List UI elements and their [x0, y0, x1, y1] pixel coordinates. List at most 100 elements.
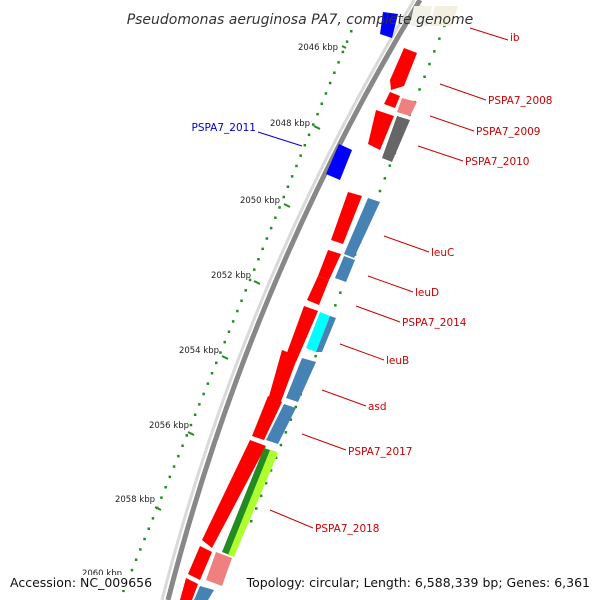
map-title: Pseudomonas aeruginosa PA7, complete gen…	[127, 12, 474, 28]
gc-dot	[257, 258, 260, 261]
gene-label-leuD[interactable]: leuD	[415, 287, 439, 299]
gc-dot	[265, 237, 269, 240]
gc-dot	[181, 444, 184, 447]
feature-steel-blue[interactable]	[286, 358, 316, 402]
scale-tick-label: 2048 kbp	[270, 119, 310, 129]
gene-label-asd[interactable]: asd	[368, 401, 387, 413]
gene-label-pspa7-2014[interactable]: PSPA7_2014	[402, 317, 467, 329]
gc-dot	[418, 88, 421, 91]
leader-line	[269, 509, 314, 529]
cds-feature-2008[interactable]	[390, 48, 417, 90]
genome-summary-text: Topology: circular; Length: 6,588,339 bp…	[244, 575, 592, 590]
feature-steel-blue[interactable]	[266, 404, 296, 444]
scale-tick-label: 2050 kbp	[240, 196, 280, 206]
leader-line	[301, 433, 347, 451]
feature-steel-blue[interactable]	[335, 256, 355, 282]
gene-labels: ib PSPA7_2008 PSPA7_2009 PSPA7_2010 PSPA…	[192, 32, 553, 535]
feature-gray[interactable]	[382, 116, 410, 162]
gc-dot	[428, 62, 431, 66]
gene-label-pspa7-2017[interactable]: PSPA7_2017	[348, 446, 413, 458]
gc-dot	[328, 81, 332, 85]
feature-cyan[interactable]	[306, 312, 330, 352]
gc-dot	[253, 268, 256, 271]
cds-feature-2009[interactable]	[384, 92, 400, 108]
cds-feature-2014[interactable]	[307, 276, 329, 305]
cds-feature-2011[interactable]	[326, 144, 352, 180]
leader-line	[469, 27, 509, 41]
cds-feature-leuC[interactable]	[331, 192, 362, 244]
gc-dot	[236, 309, 239, 313]
scale-tick-mark	[313, 125, 321, 130]
cds-faint-feature[interactable]	[430, 6, 458, 26]
cds-feature[interactable]	[188, 546, 212, 580]
gene-label-leuB[interactable]: leuB	[386, 355, 409, 367]
gene-label-leaders	[257, 27, 509, 529]
gene-label-ib[interactable]: ib	[510, 32, 520, 44]
gc-dot	[227, 330, 231, 333]
gc-dot	[269, 469, 273, 472]
gc-dot	[312, 123, 315, 126]
gc-dot	[122, 589, 125, 593]
leader-line	[355, 305, 401, 323]
scale-tick-mark	[221, 355, 229, 360]
leader-line	[429, 115, 475, 132]
gc-dot	[244, 289, 247, 292]
gene-label-pspa7-2008[interactable]: PSPA7_2008	[488, 95, 553, 107]
gc-dot	[177, 454, 180, 458]
gc-dot	[337, 61, 340, 64]
cds-reverse-feature[interactable]	[380, 12, 398, 38]
cds-feature-leuD[interactable]	[318, 250, 341, 280]
gene-label-pspa7-2018[interactable]: PSPA7_2018	[315, 523, 380, 535]
gc-dot	[295, 164, 298, 168]
gc-dot	[350, 30, 353, 33]
scale-tick-label: 2046 kbp	[298, 43, 338, 53]
gc-dot	[202, 392, 205, 396]
gc-dot	[185, 434, 188, 437]
leader-line	[339, 343, 385, 361]
gc-dot	[168, 475, 172, 479]
gc-dot	[264, 481, 268, 485]
leader-line	[383, 235, 430, 253]
feature-light-red[interactable]	[397, 98, 417, 116]
feature-steel-blue[interactable]	[194, 586, 214, 600]
cds-faint-feature[interactable]	[410, 6, 432, 26]
scale-ticks: 2046 kbp 2048 kbp 2050 kbp 2052 kbp 2054…	[82, 43, 347, 579]
gc-dot	[198, 403, 201, 406]
gene-label-pspa7-2009[interactable]: PSPA7_2009	[476, 126, 541, 138]
cds-feature[interactable]	[180, 578, 198, 600]
scale-tick-mark	[253, 280, 261, 285]
gc-dot	[341, 50, 345, 54]
feature-steel-blue[interactable]	[316, 316, 336, 352]
gc-dot	[160, 496, 163, 499]
gc-dot	[231, 320, 235, 323]
gc-dot	[307, 133, 311, 137]
gc-dot	[151, 517, 155, 520]
backbone-ring	[165, 0, 423, 600]
cds-feature-leuB[interactable]	[285, 306, 318, 362]
gc-dot	[274, 456, 278, 459]
feature-steel-blue[interactable]	[344, 198, 380, 258]
gc-dot	[261, 247, 264, 251]
gc-dot	[259, 494, 263, 498]
scale-tick-label: 2058 kbp	[115, 495, 155, 505]
gc-dot	[274, 216, 277, 219]
cds-feature-asd[interactable]	[268, 350, 298, 404]
gene-label-pspa7-2011[interactable]: PSPA7_2011	[192, 122, 257, 134]
feature-yellowgreen[interactable]	[228, 450, 278, 557]
gc-dot	[248, 278, 252, 282]
gene-label-pspa7-2010[interactable]: PSPA7_2010	[465, 156, 530, 168]
cds-feature-2010[interactable]	[368, 110, 394, 150]
leader-line	[367, 275, 414, 293]
scale-tick-mark	[187, 431, 195, 436]
gc-dot	[299, 154, 302, 157]
cds-feature-2017[interactable]	[252, 396, 282, 440]
gc-dot	[130, 568, 134, 572]
gc-dot	[284, 431, 288, 434]
gc-dot	[172, 465, 176, 468]
cds-feature-2018[interactable]	[202, 440, 266, 548]
accession-text: Accession: NC_009656	[8, 575, 155, 590]
feature-light-red[interactable]	[206, 552, 232, 586]
gene-label-leuC[interactable]: leuC	[431, 247, 454, 259]
gc-dot-track	[122, 12, 451, 593]
gc-dot	[290, 175, 294, 178]
